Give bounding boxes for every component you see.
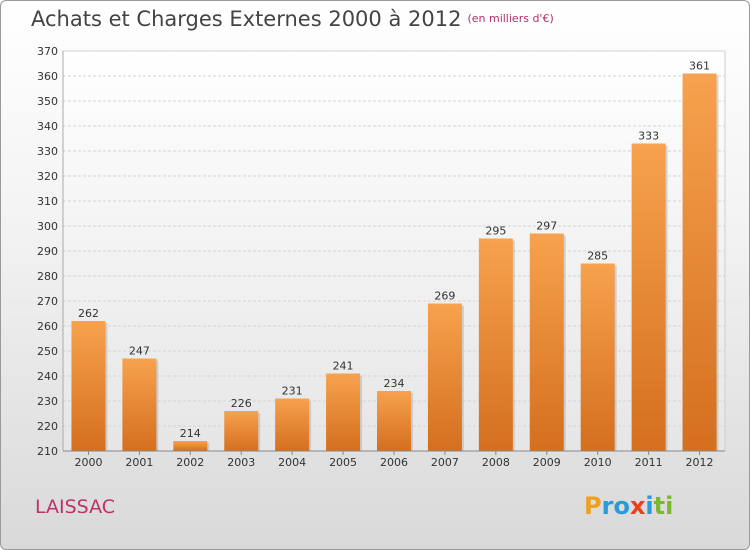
- value-label: 361: [689, 60, 710, 73]
- logo-letter: i: [665, 492, 674, 520]
- x-tick-label: 2000: [74, 456, 102, 469]
- value-label: 226: [231, 397, 252, 410]
- y-tick-label: 210: [37, 445, 58, 458]
- y-tick-label: 320: [37, 170, 58, 183]
- x-tick-label: 2011: [635, 456, 663, 469]
- chart-title-text: Achats et Charges Externes 2000 à 2012: [31, 7, 462, 31]
- logo-letter: o: [613, 492, 630, 520]
- y-tick-label: 370: [37, 45, 58, 58]
- value-label: 269: [434, 290, 455, 303]
- y-tick-label: 240: [37, 370, 58, 383]
- x-tick-label: 2001: [125, 456, 153, 469]
- x-tick-label: 2008: [482, 456, 510, 469]
- chart-unit: (en milliers d'€): [467, 12, 554, 25]
- y-tick-label: 330: [37, 145, 58, 158]
- value-label: 241: [333, 360, 354, 373]
- y-tick-label: 260: [37, 320, 58, 333]
- y-tick-label: 300: [37, 220, 58, 233]
- bar-2005: [326, 373, 361, 451]
- bar-2004: [275, 398, 310, 451]
- x-tick-label: 2002: [176, 456, 204, 469]
- x-tick-label: 2003: [227, 456, 255, 469]
- y-tick-label: 310: [37, 195, 58, 208]
- x-tick-label: 2005: [329, 456, 357, 469]
- value-label: 285: [587, 250, 608, 263]
- y-tick-label: 280: [37, 270, 58, 283]
- x-tick-label: 2012: [686, 456, 714, 469]
- y-tick-label: 360: [37, 70, 58, 83]
- bars: [71, 73, 719, 451]
- y-axis-ticks: 210 220 230 240 250 260 270 280 290 300 310 320 330 3…: [37, 45, 58, 458]
- x-tick-label: 2004: [278, 456, 306, 469]
- bar-2008: [478, 238, 513, 451]
- y-tick-label: 290: [37, 245, 58, 258]
- bar-2002: [173, 441, 208, 451]
- y-tick-label: 350: [37, 95, 58, 108]
- logo-letter: x: [629, 492, 646, 520]
- logo-letter: i: [645, 492, 654, 520]
- value-label: 295: [485, 225, 506, 238]
- bar-2001: [122, 358, 157, 451]
- bar-2006: [377, 391, 411, 451]
- proxiti-logo: Proxiti: [584, 492, 673, 520]
- value-label: 333: [638, 130, 659, 143]
- x-tick-label: 2009: [533, 456, 561, 469]
- bar-2011: [631, 143, 666, 451]
- bar-2003: [224, 411, 259, 451]
- x-tick-label: 2007: [431, 456, 459, 469]
- y-tick-label: 340: [37, 120, 58, 133]
- y-tick-label: 250: [37, 345, 58, 358]
- y-tick-label: 270: [37, 295, 58, 308]
- logo-letter: r: [601, 492, 614, 520]
- bar-2012: [682, 73, 717, 451]
- bar-2007: [427, 303, 462, 451]
- value-label: 247: [129, 345, 150, 358]
- chart-title: Achats et Charges Externes 2000 à 2012 (e…: [31, 7, 554, 31]
- commune-name: LAISSAC: [35, 496, 116, 518]
- value-label: 234: [384, 377, 405, 390]
- bar-2009: [529, 233, 564, 451]
- value-labels: 262 247 214 226 231 241 234 269 295 297 285 333 361: [78, 60, 710, 441]
- y-tick-label: 230: [37, 395, 58, 408]
- value-label: 231: [282, 385, 303, 398]
- value-label: 297: [536, 220, 557, 233]
- y-tick-label: 220: [37, 420, 58, 433]
- bar-2010: [580, 263, 615, 451]
- x-tick-label: 2006: [380, 456, 408, 469]
- value-label: 214: [180, 427, 201, 440]
- x-tick-label: 2010: [584, 456, 612, 469]
- logo-letter: P: [584, 492, 602, 520]
- value-label: 262: [78, 307, 99, 320]
- logo-letter: t: [653, 492, 666, 520]
- bar-2000: [71, 321, 106, 451]
- x-axis-ticks: 2000 2001 2002 2003 2004 2005 2006 2007 2008 2009…: [74, 451, 714, 469]
